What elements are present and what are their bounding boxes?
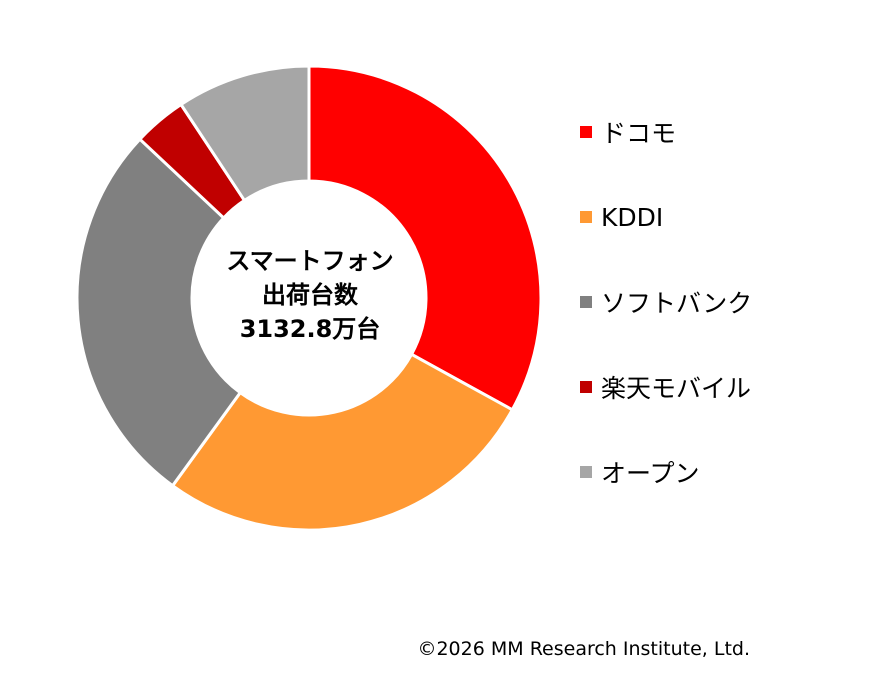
center-text-line-3: 3132.8万台 <box>239 315 381 343</box>
legend-item-2: ソフトバンク <box>580 282 752 322</box>
legend-label: KDDI <box>601 202 664 232</box>
legend-item-1: KDDI <box>580 197 752 237</box>
legend-swatch <box>580 126 592 138</box>
legend-label: ドコモ <box>601 119 677 148</box>
legend-item-3: 楽天モバイル <box>580 367 752 407</box>
donut-slice-1 <box>171 352 514 532</box>
legend-swatch <box>580 381 592 393</box>
legend-swatch <box>580 466 592 478</box>
chart-legend: ドコモ KDDI ソフトバンク 楽天モバイル オープン <box>580 112 752 537</box>
center-text-line-1: スマートフォン <box>226 247 394 275</box>
legend-item-4: オープン <box>580 452 752 492</box>
donut-center-text: スマートフォン 出荷台数 3132.8万台 <box>190 244 430 346</box>
donut-slice-4 <box>179 64 311 202</box>
copyright-footer: ©2026 MM Research Institute, Ltd. <box>417 638 750 660</box>
legend-swatch <box>580 211 592 223</box>
center-text-line-2: 出荷台数 <box>262 281 358 309</box>
legend-label: ソフトバンク <box>601 289 753 318</box>
donut-slice-0 <box>307 64 543 412</box>
donut-slice-2 <box>75 137 242 488</box>
legend-label: 楽天モバイル <box>601 374 752 403</box>
legend-swatch <box>580 296 592 308</box>
legend-label: オープン <box>601 459 700 488</box>
legend-item-0: ドコモ <box>580 112 752 152</box>
